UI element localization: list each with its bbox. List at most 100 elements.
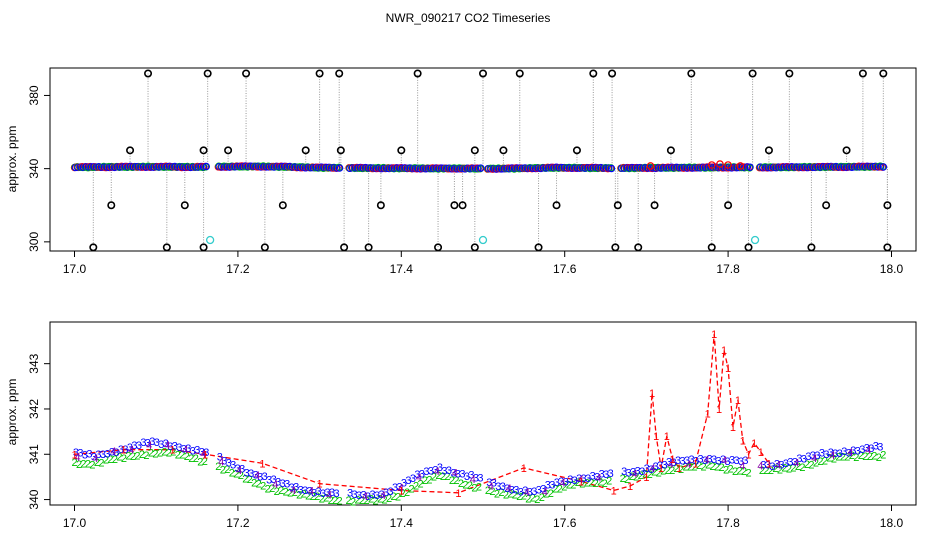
bottom-series-3-marker: 3 [77, 448, 83, 460]
bottom-x-tick-label: 17.0 [63, 516, 87, 530]
bottom-series-3-marker: 3 [459, 469, 465, 481]
bottom-series-4-marker: 4 [236, 465, 242, 477]
bottom-series-2-marker: 2 [808, 460, 814, 472]
bottom-series-2-marker: 2 [368, 493, 374, 505]
bottom-series-3-marker: 3 [307, 485, 313, 497]
bottom-series-3-marker: 3 [95, 449, 101, 461]
bottom-series-2-marker: 2 [669, 465, 675, 477]
bottom-series-1-marker: 1 [455, 488, 461, 500]
top-outlier-point [364, 243, 373, 252]
bottom-series-2-marker: 2 [548, 488, 554, 500]
bottom-series-2-marker: 2 [269, 483, 275, 495]
top-data-layer: 17.0 17.2 17.4 17.6 17.8 18.0 300 340 380 [27, 69, 903, 276]
bottom-series-2-marker: 2 [696, 460, 702, 472]
bottom-series-4-marker: 4 [560, 478, 566, 490]
bottom-series-3-marker: 3 [630, 467, 636, 479]
bottom-series-2-marker: 2 [283, 487, 289, 499]
top-x-tick-label: 17.8 [716, 262, 740, 276]
bottom-series-2-marker: 2 [80, 458, 86, 470]
bottom-series-3-marker: 3 [190, 446, 196, 458]
bottom-series-2-marker: 2 [220, 464, 226, 476]
top-outlier-point [162, 243, 171, 252]
top-outlier-point [858, 69, 867, 78]
bottom-series-2-marker: 2 [579, 479, 585, 491]
top-data-point-red-high [716, 160, 724, 168]
bottom-series-4-marker: 4 [416, 472, 422, 484]
bottom-series-2-marker: 2 [175, 449, 181, 461]
bottom-series-2-marker: 2 [781, 462, 787, 474]
bottom-series-3-marker: 3 [666, 456, 672, 468]
bottom-series-4-marker: 4 [92, 453, 98, 465]
bottom-series-3-marker: 3 [639, 466, 645, 478]
bottom-series-2-marker: 2 [395, 491, 401, 503]
bottom-series-4-marker: 4 [488, 481, 494, 493]
bottom-y-axis-label: approx. ppm [5, 379, 19, 446]
bottom-series-2-marker: 2 [301, 488, 307, 500]
bottom-series-2-marker: 2 [359, 495, 365, 507]
bottom-series-2-marker: 2 [817, 456, 823, 468]
bottom-series-2-marker: 2 [224, 464, 230, 476]
bottom-series-2-marker: 2 [638, 470, 644, 482]
bottom-series-1-marker: 1 [611, 486, 617, 498]
bottom-series-3-marker: 3 [230, 460, 236, 472]
bottom-series-2-marker: 2 [471, 483, 477, 495]
bottom-series-3-marker: 3 [86, 449, 92, 461]
bottom-series-2-marker: 2 [310, 491, 316, 503]
bottom-series-4-marker: 4 [290, 485, 296, 497]
bottom-series-4-marker: 4 [865, 444, 871, 456]
bottom-series-2-marker: 2 [629, 471, 635, 483]
bottom-series-3-marker: 3 [248, 468, 254, 480]
bottom-series-4-marker: 4 [146, 440, 152, 452]
bottom-series-3-marker: 3 [760, 460, 766, 472]
bottom-series-2-marker: 2 [813, 457, 819, 469]
bottom-series-3-marker: 3 [163, 438, 169, 450]
bottom-series-2-marker: 2 [89, 460, 95, 472]
bottom-series-1-marker: 1 [649, 388, 655, 400]
bottom-series-2-marker: 2 [539, 492, 545, 504]
bottom-series-3-marker: 3 [671, 457, 677, 469]
bottom-series-2-marker: 2 [197, 456, 203, 468]
bottom-series-4-marker: 4 [398, 482, 404, 494]
bottom-series-1-marker: 1 [169, 445, 175, 457]
top-data-point-red-high [736, 162, 745, 170]
bottom-series-3-marker: 3 [787, 456, 793, 468]
bottom-series-2-marker: 2 [530, 493, 536, 505]
bottom-series-3-marker: 3 [518, 487, 524, 499]
figure-title: NWR_090217 CO2 Timeseries [386, 11, 551, 25]
bottom-series-4-marker: 4 [847, 447, 853, 459]
bottom-series-2-marker: 2 [804, 459, 810, 471]
bottom-series-4-marker: 4 [739, 460, 745, 472]
bottom-series-2-marker: 2 [660, 466, 666, 478]
bottom-series-1-marker: 1 [721, 345, 727, 357]
bottom-series-1-marker: 1 [398, 486, 404, 498]
bottom-series-2-marker: 2 [247, 474, 253, 486]
bottom-series-1-marker: 1 [751, 438, 757, 450]
bottom-series-2-marker: 2 [346, 495, 352, 507]
bottom-series-3-marker: 3 [823, 449, 829, 461]
bottom-series-2-marker: 2 [602, 478, 608, 490]
bottom-series-2-marker: 2 [76, 459, 82, 471]
bottom-series-3-marker: 3 [832, 448, 838, 460]
bottom-series-2-marker: 2 [337, 496, 343, 508]
bottom-series-2-marker: 2 [624, 474, 630, 486]
bottom-series-2-marker: 2 [561, 481, 567, 493]
bottom-series-3-marker: 3 [504, 483, 510, 495]
bottom-series-2-marker: 2 [184, 451, 190, 463]
top-outlier-point [572, 146, 581, 155]
bottom-series-2-marker: 2 [431, 471, 437, 483]
bottom-series-4-marker: 4 [650, 463, 656, 475]
top-data-point-blue [607, 164, 616, 173]
bottom-series-1-marker: 1 [711, 329, 717, 341]
bottom-series-4-marker: 4 [632, 469, 638, 481]
bottom-series-2-marker: 2 [880, 450, 886, 462]
top-outlier-point [650, 201, 659, 210]
bottom-series-3-marker: 3 [91, 451, 97, 463]
bottom-series-2-marker: 2 [134, 451, 140, 463]
bottom-x-tick-label: 18.0 [880, 516, 904, 530]
bottom-series-3-marker: 3 [594, 471, 600, 483]
bottom-series-2-marker: 2 [512, 490, 518, 502]
bottom-series-3-marker: 3 [801, 453, 807, 465]
bottom-series-2-marker: 2 [727, 463, 733, 475]
bottom-series-3-marker: 3 [194, 444, 200, 456]
bottom-series-2-marker: 2 [139, 449, 145, 461]
